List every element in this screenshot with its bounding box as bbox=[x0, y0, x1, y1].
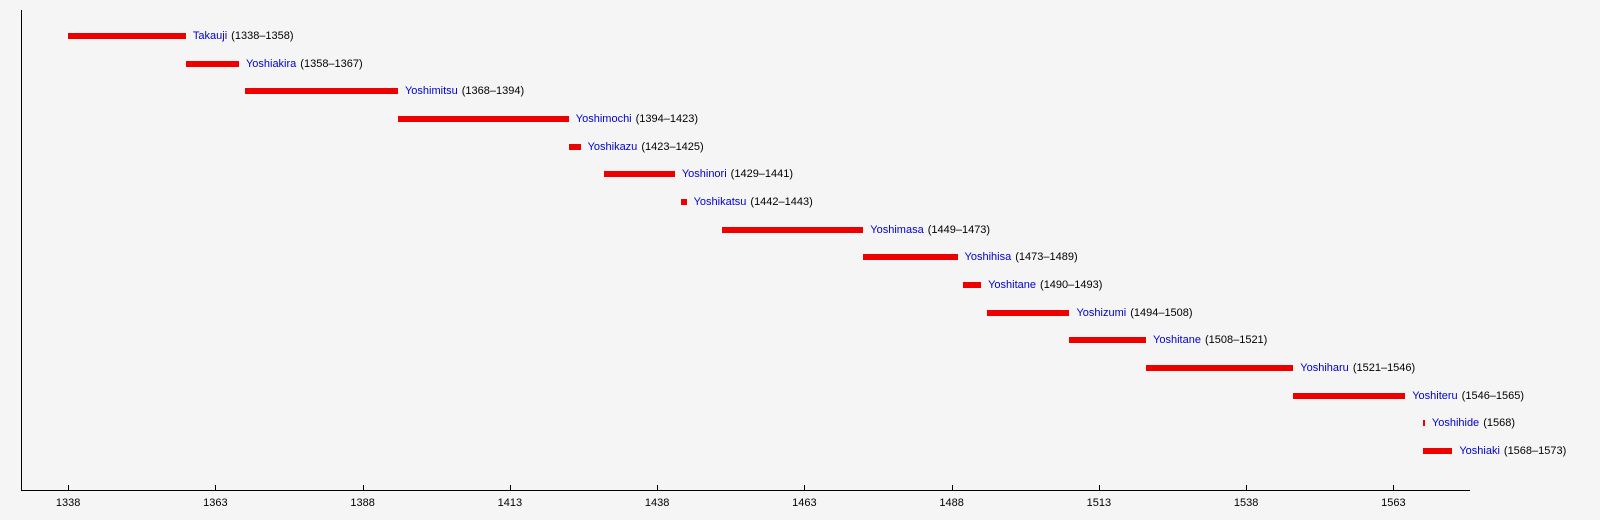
x-axis-tick bbox=[68, 485, 70, 490]
shogun-name: Yoshimasa bbox=[870, 223, 924, 236]
reign-period: (1490–1493) bbox=[1040, 279, 1103, 291]
reign-period: (1358–1367) bbox=[300, 57, 363, 70]
reign-bar bbox=[987, 309, 1070, 316]
shogun-name: Yoshitane bbox=[988, 279, 1037, 291]
x-axis-tick bbox=[1246, 485, 1248, 490]
reign-label: Yoshiakira (1358–1367) bbox=[246, 57, 363, 71]
x-axis-tick bbox=[1393, 485, 1395, 490]
reign-label: Yoshihisa (1473–1489) bbox=[965, 250, 1078, 264]
x-axis-tick-label: 1413 bbox=[497, 497, 523, 509]
shogun-name: Yoshihisa bbox=[964, 251, 1012, 264]
reign-period: (1423–1425) bbox=[641, 140, 704, 153]
x-axis-tick-label: 1538 bbox=[1233, 497, 1259, 509]
reign-period: (1521–1546) bbox=[1352, 362, 1416, 374]
shogun-name: Takauji bbox=[192, 30, 228, 42]
x-axis-tick-label: 1388 bbox=[350, 497, 375, 509]
reign-bar bbox=[680, 199, 687, 205]
reign-bar bbox=[1293, 392, 1406, 399]
reign-bar bbox=[963, 282, 982, 288]
reign-period: (1473–1489) bbox=[1015, 251, 1078, 264]
reign-period: (1338–1358) bbox=[231, 30, 294, 42]
reign-bar bbox=[604, 171, 675, 178]
reign-label: Yoshihide (1568) bbox=[1432, 416, 1515, 430]
shogun-name: Yoshihide bbox=[1431, 417, 1480, 430]
reign-label: Yoshikatsu (1442–1443) bbox=[694, 195, 813, 209]
reign-period: (1568) bbox=[1483, 417, 1515, 430]
reign-label: Yoshimitsu (1368–1394) bbox=[405, 84, 524, 98]
x-axis-tick bbox=[215, 485, 217, 490]
reign-label: Yoshitane (1508–1521) bbox=[1153, 333, 1267, 347]
reign-period: (1508–1521) bbox=[1204, 334, 1268, 347]
reign-period: (1568–1573) bbox=[1503, 445, 1567, 457]
shogun-name: Yoshimitsu bbox=[404, 85, 458, 98]
reign-period: (1368–1394) bbox=[461, 85, 525, 98]
x-axis-tick-label: 1563 bbox=[1381, 497, 1406, 509]
x-axis-tick bbox=[951, 485, 953, 490]
x-axis-line bbox=[21, 490, 1470, 491]
shogun-name: Yoshiteru bbox=[1412, 389, 1458, 402]
x-axis-tick-label: 1488 bbox=[939, 497, 964, 509]
reign-bar bbox=[185, 60, 239, 67]
reign-label: Yoshinori (1429–1441) bbox=[682, 167, 793, 181]
reign-label: Yoshitane (1490–1493) bbox=[988, 278, 1102, 292]
reign-label: Yoshikazu (1423–1425) bbox=[588, 140, 704, 154]
shogun-name: Yoshimochi bbox=[575, 113, 632, 125]
reign-bar bbox=[863, 254, 958, 261]
reign-label: Yoshimasa (1449–1473) bbox=[870, 223, 990, 237]
x-axis-tick-label: 1513 bbox=[1086, 497, 1112, 509]
shogun-name: Yoshiaki bbox=[1459, 445, 1500, 457]
reign-bar bbox=[1069, 337, 1147, 344]
shogun-name: Yoshikazu bbox=[587, 140, 638, 153]
reign-label: Yoshiharu (1521–1546) bbox=[1300, 361, 1415, 375]
y-axis-spine bbox=[21, 10, 22, 491]
x-axis-tick-label: 1438 bbox=[644, 497, 670, 509]
x-axis-tick-label: 1363 bbox=[203, 497, 228, 509]
reign-label: Yoshizumi (1494–1508) bbox=[1076, 306, 1192, 320]
reign-period: (1546–1565) bbox=[1461, 389, 1525, 402]
reign-bar bbox=[397, 116, 569, 122]
shogun-name: Yoshizumi bbox=[1076, 306, 1127, 319]
x-axis-tick bbox=[657, 485, 659, 490]
shogun-name: Yoshitane bbox=[1153, 334, 1201, 347]
reign-label: Yoshiaki (1568–1573) bbox=[1459, 444, 1566, 458]
reign-bar bbox=[1422, 448, 1453, 454]
x-axis-tick-label: 1463 bbox=[792, 497, 817, 509]
reign-label: Yoshiteru (1546–1565) bbox=[1412, 389, 1524, 403]
reign-bar bbox=[1422, 420, 1425, 427]
reign-label: Yoshimochi (1394–1423) bbox=[576, 112, 698, 126]
shogun-name: Yoshikatsu bbox=[693, 196, 747, 208]
reign-bar bbox=[68, 33, 186, 39]
reign-bar bbox=[721, 226, 864, 233]
x-axis-tick bbox=[509, 485, 511, 490]
x-axis-tick bbox=[362, 485, 364, 490]
reign-bar bbox=[568, 143, 581, 150]
reign-period: (1449–1473) bbox=[927, 223, 991, 236]
x-axis-tick-label: 1338 bbox=[55, 497, 81, 509]
reign-label: Takauji (1338–1358) bbox=[193, 29, 294, 43]
shogun-name: Yoshinori bbox=[681, 168, 727, 181]
x-axis-tick bbox=[1098, 485, 1100, 490]
shogun-name: Yoshiakira bbox=[245, 57, 297, 70]
reign-period: (1494–1508) bbox=[1130, 306, 1193, 319]
shogun-name: Yoshiharu bbox=[1300, 362, 1349, 374]
reign-bar bbox=[244, 88, 398, 95]
reign-period: (1429–1441) bbox=[730, 168, 794, 181]
x-axis-tick bbox=[804, 485, 806, 490]
reign-period: (1442–1443) bbox=[750, 196, 813, 208]
reign-period: (1394–1423) bbox=[635, 113, 699, 125]
reign-bar bbox=[1146, 365, 1294, 371]
